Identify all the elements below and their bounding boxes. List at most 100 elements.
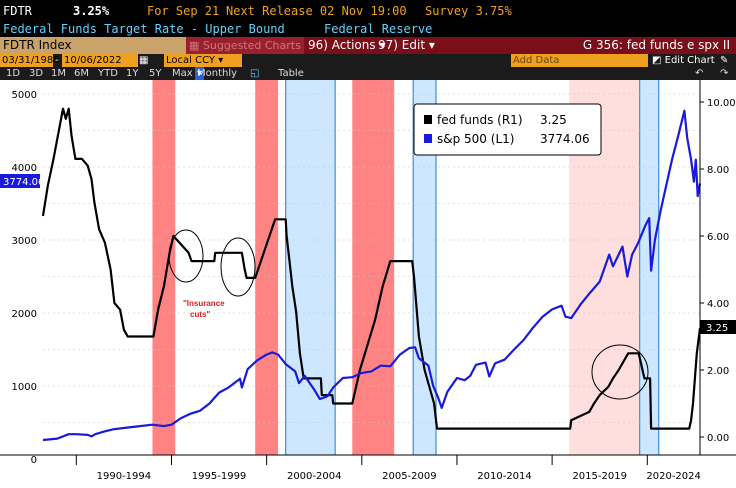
insurance-cuts-label: "Insurance cuts" bbox=[183, 299, 227, 319]
cut-band-1 bbox=[413, 80, 437, 455]
date-separator: - bbox=[55, 55, 59, 66]
period-ytd[interactable]: YTD bbox=[98, 68, 118, 79]
left-tick-label-6: 3000 bbox=[12, 236, 37, 247]
left-tick-label-4: 2000 bbox=[12, 309, 37, 320]
right-tick-label-5: 10.00 bbox=[707, 98, 736, 109]
right-tick-label-4: 8.00 bbox=[707, 165, 729, 176]
right-tick-label-3: 6.00 bbox=[707, 232, 729, 243]
settings-icon[interactable]: ✎ bbox=[720, 55, 729, 66]
actions-label: Actions bbox=[331, 38, 376, 52]
legend-swatch-spx bbox=[424, 134, 432, 143]
x-tick-label-2: 2000-2004 bbox=[287, 471, 342, 482]
legend-box bbox=[413, 103, 602, 156]
annotations: "Insurance cuts" bbox=[168, 229, 649, 400]
legend-entry-spx: s&p 500 (L1) bbox=[437, 132, 514, 146]
chevron-down-icon: ▾ bbox=[218, 55, 224, 66]
description: Federal Funds Target Rate - Upper Bound bbox=[3, 22, 285, 36]
spx-last-value: 3774.06 bbox=[3, 177, 44, 188]
x-tick-label-4: 2010-2014 bbox=[477, 471, 532, 482]
series-line-fed-funds bbox=[41, 107, 702, 430]
left-tick-label-0: 0 bbox=[31, 455, 37, 466]
toolbar: FDTR Index ▦ Suggested Charts 96) Action… bbox=[0, 37, 736, 54]
fed-last-tag bbox=[700, 320, 736, 334]
table-button[interactable]: Table bbox=[278, 68, 304, 79]
legend-swatch-fed bbox=[424, 115, 432, 124]
left-tick-label-2: 1000 bbox=[12, 382, 37, 393]
annotation-circle-2 bbox=[220, 237, 256, 297]
series-lines bbox=[41, 107, 702, 442]
frequency-select[interactable]: Monthly ▾ bbox=[195, 67, 238, 80]
header-row: FDTR 3.25% For Sep 21 Next Release 02 No… bbox=[0, 0, 736, 22]
legend-value-spx: 3774.06 bbox=[540, 132, 590, 146]
line-chart-icon[interactable]: ◱ bbox=[250, 68, 260, 79]
right-tick-label-1: 2.00 bbox=[707, 366, 729, 377]
edit-button[interactable]: 97) Edit ▾ bbox=[378, 37, 435, 54]
annotation-line-2: cuts" bbox=[190, 310, 210, 319]
source: Federal Reserve bbox=[324, 22, 433, 36]
actions-button[interactable]: 96) Actions ▾ bbox=[308, 37, 385, 54]
next-release: Next Release 02 Nov 19:00 bbox=[226, 4, 407, 18]
currency-label: Local CCY bbox=[166, 55, 215, 66]
redo-icon[interactable]: ↷ bbox=[720, 68, 729, 79]
frequency-label: Monthly bbox=[197, 68, 238, 79]
period-5y[interactable]: 5Y bbox=[149, 68, 162, 79]
legend-name-spx: s&p 500 (L1) bbox=[437, 132, 514, 146]
description-row: Federal Funds Target Rate - Upper Bound … bbox=[0, 21, 736, 37]
annotation-circle-1 bbox=[168, 229, 204, 283]
last-value-tags: 3774.06 3.25 bbox=[0, 174, 736, 334]
add-data-field[interactable]: Add Data bbox=[511, 54, 648, 67]
chevron-down-icon: ▾ bbox=[379, 38, 386, 52]
edit-label: Edit bbox=[401, 38, 426, 52]
right-tick-label-0: 0.00 bbox=[707, 433, 729, 444]
hike-band-1 bbox=[255, 80, 279, 455]
edit-prefix: 97) bbox=[378, 38, 398, 52]
undo-icon[interactable]: ↶ bbox=[695, 68, 704, 79]
suggested-charts-button[interactable]: ▦ Suggested Charts bbox=[186, 37, 304, 54]
axes: 0 1000 2000 3000 4000 5000 0.00 2.00 4.00 6.00 8.0… bbox=[0, 80, 736, 488]
last-value: 3.25% bbox=[73, 4, 110, 18]
index-name[interactable]: FDTR Index bbox=[0, 37, 186, 54]
hike-band-0 bbox=[152, 80, 176, 455]
annotation-circle-3 bbox=[591, 344, 649, 400]
hike-band-2 bbox=[352, 80, 395, 455]
end-date[interactable]: 10/06/2022 bbox=[62, 54, 138, 67]
edit-chart-button[interactable]: ◩ Edit Chart bbox=[652, 54, 715, 67]
x-tick-label-3: 2005-2009 bbox=[382, 471, 437, 482]
period-1y[interactable]: 1Y bbox=[126, 68, 139, 79]
chart-title: G 356: fed funds e spx II bbox=[582, 38, 730, 52]
suggested-charts-label: Suggested Charts bbox=[202, 39, 301, 52]
cut-band-2 bbox=[639, 80, 659, 455]
calendar-icon[interactable]: ▦ bbox=[139, 55, 149, 66]
period-max[interactable]: Max bbox=[172, 68, 193, 79]
period-1d[interactable]: 1D bbox=[6, 68, 21, 79]
left-tick-label-10: 5000 bbox=[12, 90, 37, 101]
left-tick-label-8: 4000 bbox=[12, 163, 37, 174]
period-3d[interactable]: 3D bbox=[29, 68, 44, 79]
period-1m[interactable]: 1M bbox=[51, 68, 66, 79]
annotation-line-1: "Insurance bbox=[183, 299, 225, 308]
date-row: 03/31/1988 - 10/06/2022 ▦ Local CCY ▾ Ad… bbox=[0, 54, 736, 67]
x-axis-band bbox=[0, 455, 736, 488]
ticker[interactable]: FDTR bbox=[3, 4, 32, 18]
x-tick-label-0: 1990-1994 bbox=[97, 471, 152, 482]
period-6m[interactable]: 6M bbox=[74, 68, 89, 79]
chevron-down-icon: ▾ bbox=[428, 38, 435, 52]
x-tick-label-5: 2015-2019 bbox=[572, 471, 627, 482]
legend-entry-fed: fed funds (R1) bbox=[437, 113, 523, 127]
x-tick-label-6: 2020-2024 bbox=[646, 471, 701, 482]
cut-band-0 bbox=[285, 80, 336, 455]
actions-prefix: 96) bbox=[308, 38, 328, 52]
legend-value-fed: 3.25 bbox=[540, 113, 567, 127]
start-date[interactable]: 03/31/1988 bbox=[0, 54, 60, 67]
chart-area: 0 1000 2000 3000 4000 5000 0.00 2.00 4.00 6.00 8.0… bbox=[0, 80, 736, 488]
edit-chart-label: Edit Chart bbox=[664, 55, 715, 66]
survey: Survey 3.75% bbox=[425, 4, 512, 18]
right-tick-label-2: 4.00 bbox=[707, 299, 729, 310]
spx-last-tag bbox=[0, 174, 40, 188]
legend-name-fed: fed funds (R1) bbox=[437, 113, 523, 127]
for-date: For Sep 21 bbox=[147, 4, 220, 18]
chart-icon: ◩ bbox=[652, 55, 662, 66]
fed-last-value: 3.25 bbox=[706, 323, 728, 334]
legend: fed funds (R1) 3.25 s&p 500 (L1) 3774.06 bbox=[413, 103, 602, 156]
currency-select[interactable]: Local CCY ▾ bbox=[164, 54, 242, 67]
